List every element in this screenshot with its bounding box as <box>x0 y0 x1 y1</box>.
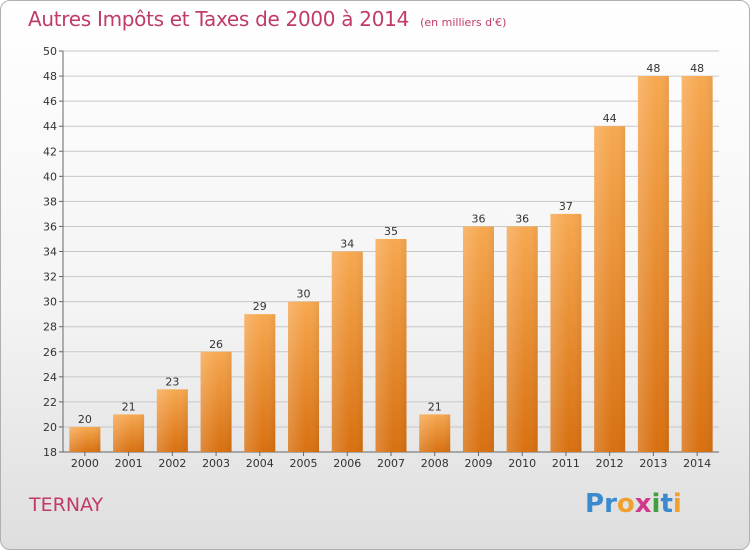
data-label: 36 <box>515 212 529 225</box>
bar-shade <box>288 301 320 452</box>
y-tick-label: 38 <box>43 195 57 208</box>
x-tick-label: 2007 <box>377 457 405 470</box>
logo-letter: x <box>634 489 652 519</box>
chart-header: Autres Impôts et Taxes de 2000 à 2014 (e… <box>28 7 506 31</box>
data-label: 23 <box>165 375 179 388</box>
x-tick-label: 2011 <box>552 457 580 470</box>
y-tick-label: 40 <box>43 170 57 183</box>
bar-shade <box>637 76 669 452</box>
logo-letter: o <box>616 489 635 519</box>
y-tick-label: 30 <box>43 296 57 309</box>
bar-shade <box>331 251 363 452</box>
x-tick-label: 2009 <box>464 457 492 470</box>
logo-letter: t <box>660 489 673 519</box>
data-label: 26 <box>209 338 223 351</box>
x-tick-label: 2001 <box>115 457 143 470</box>
bar-shade <box>375 238 407 452</box>
data-label: 48 <box>690 62 704 75</box>
data-label: 44 <box>603 112 617 125</box>
bar-shade <box>156 389 188 452</box>
bar-shade <box>550 213 582 452</box>
data-label: 48 <box>646 62 660 75</box>
x-tick-label: 2013 <box>639 457 667 470</box>
y-tick-label: 48 <box>43 70 57 83</box>
bar-shade <box>419 414 451 452</box>
data-labels: 20 21 23 26 29 30 34 35 21 36 36 37 44 48 48 <box>78 62 704 426</box>
town-name: TERNAY <box>29 494 104 516</box>
data-label: 37 <box>559 200 573 213</box>
y-tick-label: 36 <box>43 220 57 233</box>
data-label: 21 <box>122 400 136 413</box>
y-tick-label: 42 <box>43 145 57 158</box>
x-tick-label: 2010 <box>508 457 536 470</box>
bar-shade <box>113 414 145 452</box>
logo-letter: i <box>651 489 661 519</box>
y-tick-label: 22 <box>43 396 57 409</box>
y-tick-label: 32 <box>43 271 57 284</box>
unit-note: (en milliers d'€) <box>420 16 507 29</box>
logo-letter: r <box>604 489 617 519</box>
data-label: 34 <box>340 238 354 251</box>
x-tick-label: 2012 <box>596 457 624 470</box>
bar-shade <box>244 314 276 452</box>
chart-title: Autres Impôts et Taxes de 2000 à 2014 <box>28 7 409 31</box>
bar-shade <box>681 76 713 452</box>
data-label: 20 <box>78 413 92 426</box>
data-label: 21 <box>428 400 442 413</box>
x-tick-label: 2004 <box>246 457 274 470</box>
logo-letter: i <box>672 489 682 519</box>
x-tick-label: 2003 <box>202 457 230 470</box>
proxiti-logo[interactable]: Proxiti <box>585 489 682 519</box>
x-tick-label: 2005 <box>290 457 318 470</box>
y-tick-label: 18 <box>43 446 57 459</box>
bar-shade <box>200 351 232 452</box>
y-tick-label: 34 <box>43 246 57 259</box>
x-tick-label: 2000 <box>71 457 99 470</box>
x-tick-label: 2002 <box>158 457 186 470</box>
x-tick-label: 2006 <box>333 457 361 470</box>
y-tick-label: 26 <box>43 346 57 359</box>
x-tick-label: 2014 <box>683 457 711 470</box>
bar-shade <box>594 126 626 452</box>
bar-shade <box>69 426 101 452</box>
logo-letter: P <box>585 489 605 519</box>
y-tick-label: 50 <box>43 45 57 58</box>
bar-shade <box>462 226 494 452</box>
data-label: 36 <box>471 212 485 225</box>
bars <box>69 76 713 452</box>
y-tick-label: 20 <box>43 421 57 434</box>
bar-shade <box>506 226 538 452</box>
y-tick-label: 44 <box>43 120 57 133</box>
data-label: 29 <box>253 300 267 313</box>
y-tick-label: 46 <box>43 95 57 108</box>
data-label: 35 <box>384 225 398 238</box>
y-tick-label: 24 <box>43 371 57 384</box>
y-tick-label: 28 <box>43 321 57 334</box>
x-tick-label: 2008 <box>421 457 449 470</box>
data-label: 30 <box>297 288 311 301</box>
